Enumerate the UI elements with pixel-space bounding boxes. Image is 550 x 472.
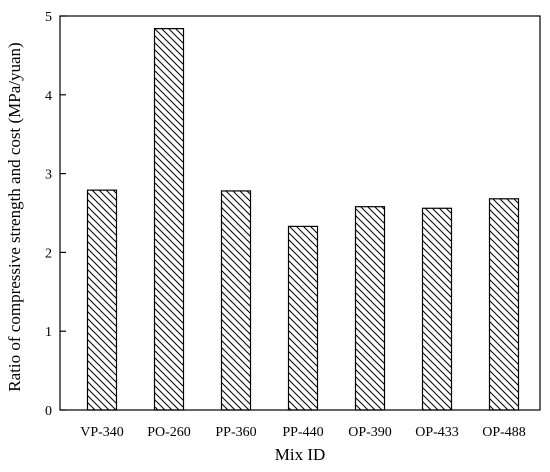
- bars-layer: [86, 28, 520, 411]
- y-tick-label: 1: [45, 325, 52, 340]
- bar-op-390: [354, 206, 386, 411]
- ticks-layer: VP-340 PO-260 PP-360 PP-440 OP-390 OP-433 OP-4…: [45, 10, 526, 440]
- bar-po-260: [153, 28, 185, 411]
- y-tick-label: 5: [45, 10, 52, 25]
- x-tick-label: PP-440: [282, 425, 323, 440]
- y-tick-label: 4: [45, 89, 52, 104]
- y-tick-label: 3: [45, 168, 52, 183]
- x-axis-title: Mix ID: [275, 445, 326, 464]
- bar-op-488: [488, 198, 520, 411]
- bar-pp-360: [220, 190, 252, 411]
- bar-vp-340: [86, 189, 118, 411]
- plot-frame: [59, 15, 541, 411]
- x-tick-label: OP-433: [415, 425, 459, 440]
- x-tick-label: PP-360: [215, 425, 256, 440]
- x-tick-label: PO-260: [147, 425, 191, 440]
- bar-op-433: [421, 207, 453, 411]
- x-tick-label: VP-340: [80, 425, 124, 440]
- y-axis-title: Ratio of compressive strength and cost (…: [5, 42, 24, 391]
- y-tick-label: 0: [45, 404, 52, 419]
- y-tick-label: 2: [45, 246, 52, 261]
- x-tick-label: OP-390: [348, 425, 392, 440]
- bar-pp-440: [287, 225, 319, 411]
- x-tick-label: OP-488: [482, 425, 526, 440]
